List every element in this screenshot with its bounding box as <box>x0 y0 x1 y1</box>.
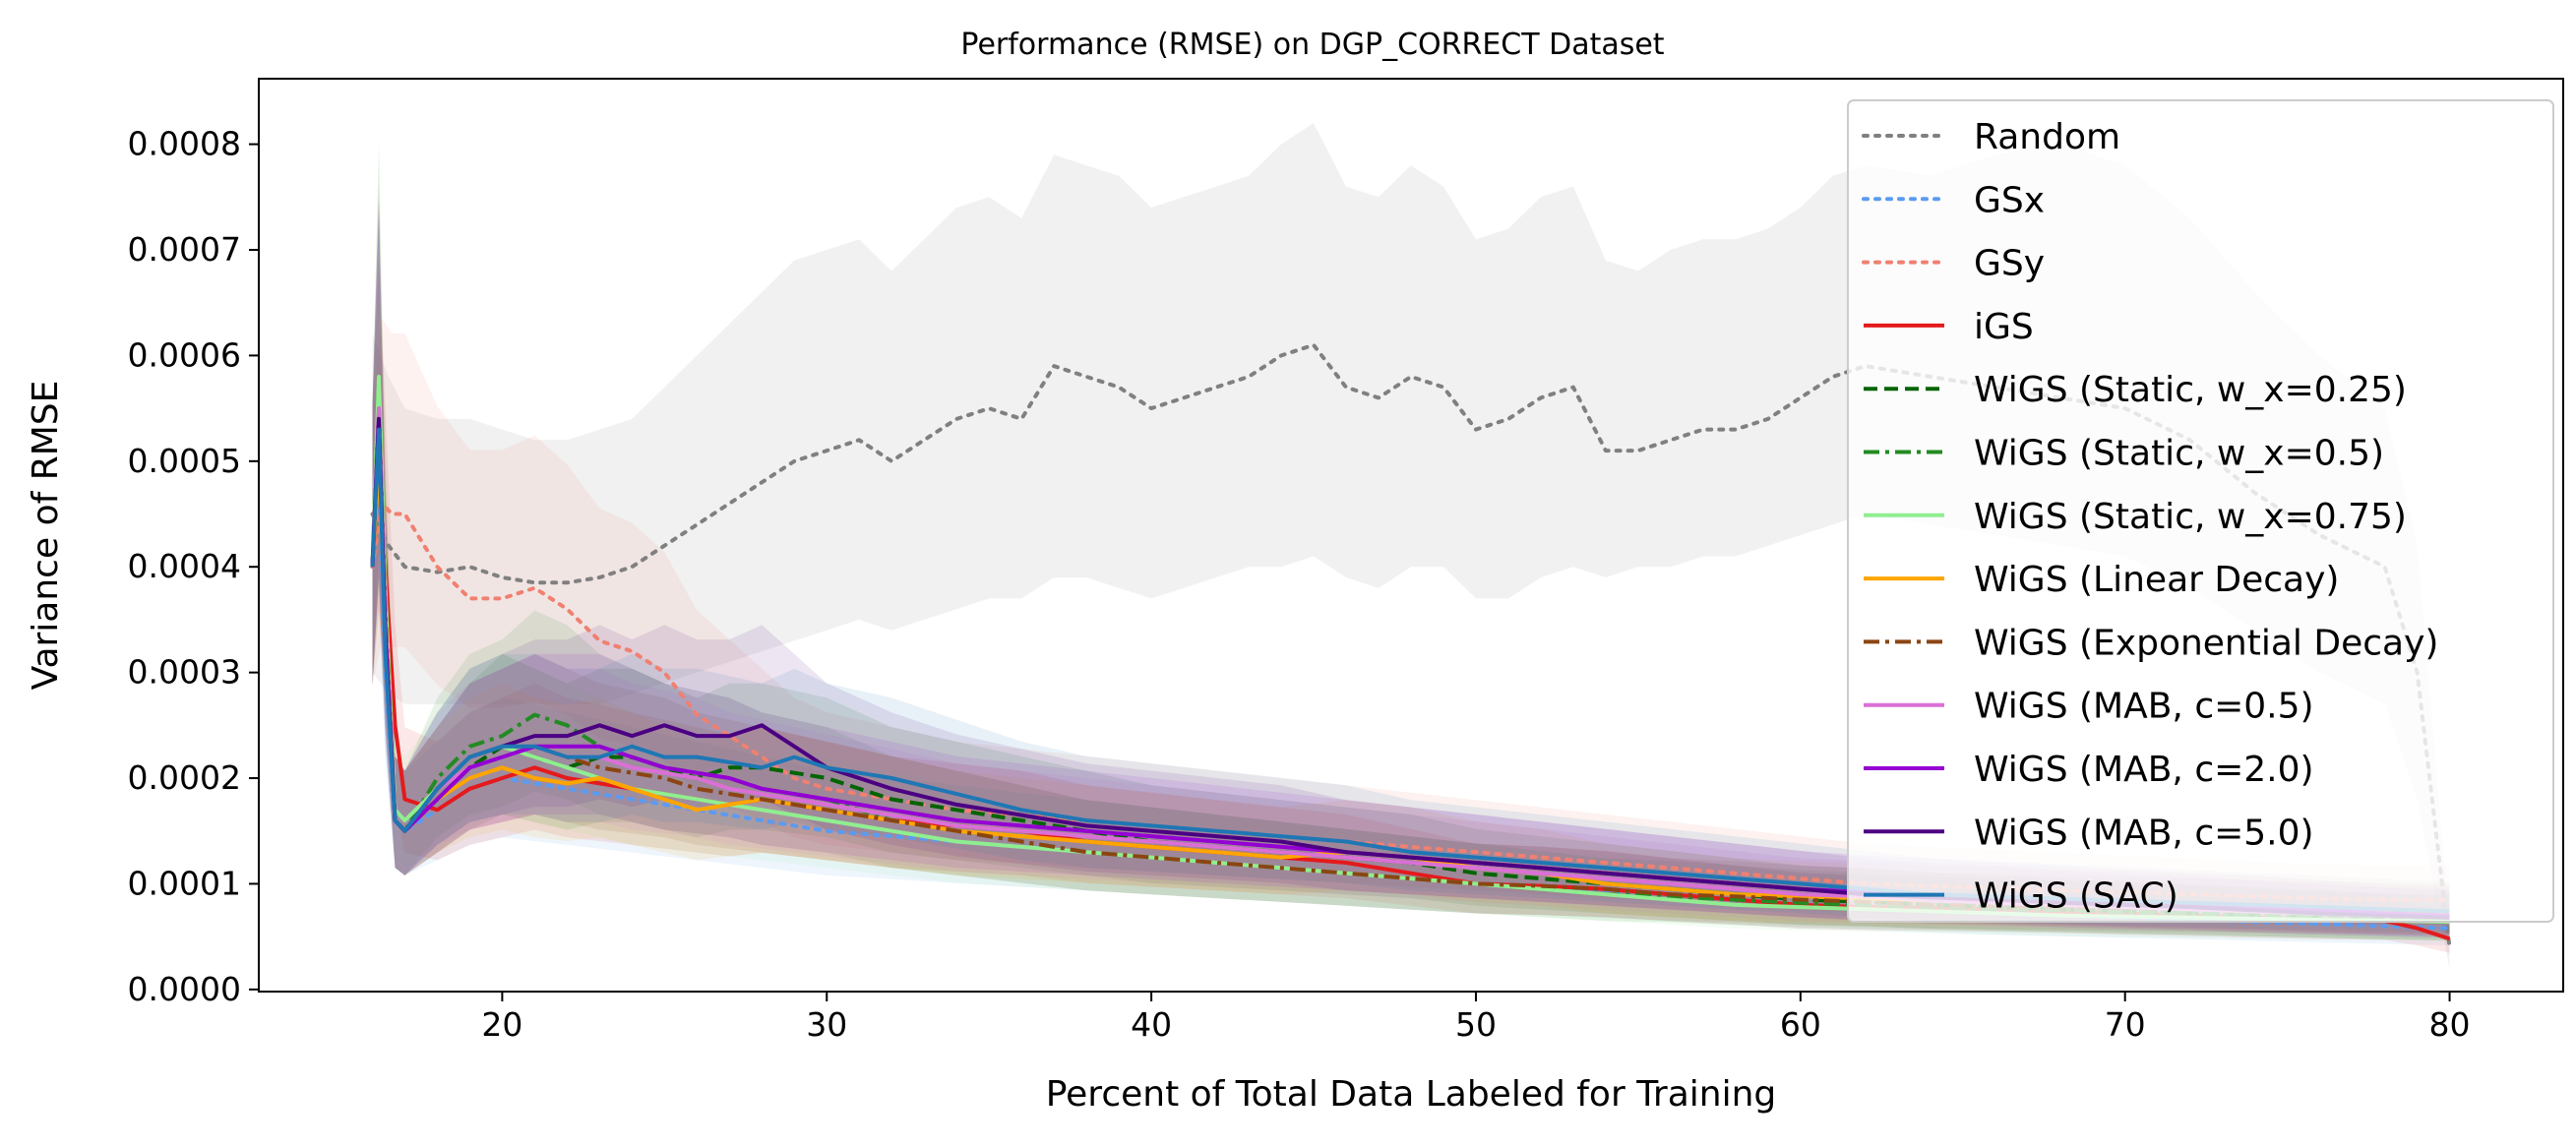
series-random <box>370 342 2452 949</box>
x-tick-label: 20 <box>481 1005 522 1044</box>
x-axis-ticks: 20 30 40 50 60 70 80 <box>481 992 2471 1044</box>
y-tick-label: 0.0006 <box>128 335 241 374</box>
band-wigs-mab-c-5-0 <box>372 202 2450 938</box>
y-axis-ticks: 0.0000 0.0001 0.0002 0.0003 0.0004 0.0005 0.00… <box>128 125 259 1008</box>
x-tick-label: 50 <box>1455 1005 1497 1044</box>
band-gsy <box>372 319 2450 926</box>
band-wigs-linear-decay <box>372 260 2450 936</box>
band-wigs-mab-c-0-5 <box>372 187 2450 938</box>
legend-label: WiGS (Exponential Decay) <box>1974 623 2438 663</box>
legend-label: WiGS (MAB, c=0.5) <box>1974 687 2314 727</box>
legend-label: WiGS (Static, w_x=0.75) <box>1974 497 2407 537</box>
legend-label: WiGS (Static, w_x=0.25) <box>1974 370 2407 410</box>
y-tick-label: 0.0008 <box>128 125 241 163</box>
legend-label: WiGS (Linear Decay) <box>1974 560 2339 600</box>
y-tick-label: 0.0007 <box>128 230 241 269</box>
y-axis-label: Variance of RMSE <box>26 381 66 691</box>
plot-frame <box>258 78 2564 993</box>
x-tick-label: 70 <box>2105 1005 2146 1044</box>
y-tick-label: 0.0004 <box>128 547 241 585</box>
y-tick-label: 0.0003 <box>128 653 241 692</box>
legend-label: iGS <box>1974 307 2034 347</box>
x-tick-label: 80 <box>2429 1005 2471 1044</box>
band-wigs-static-w-x-0-25 <box>372 202 2450 941</box>
chart-title: Performance (RMSE) on DGP_CORRECT Datase… <box>960 28 1664 62</box>
band-wigs-sac <box>372 216 2450 934</box>
legend: Random GSx GSy iGS WiGS (Static, w_x=0.25) Wi… <box>1847 99 2554 923</box>
legend-label: GSy <box>1974 244 2045 284</box>
x-tick-label: 30 <box>806 1005 847 1044</box>
band-wigs-mab-c-2-0 <box>372 202 2450 936</box>
y-tick-label: 0.0005 <box>128 442 241 480</box>
x-axis-label: Percent of Total Data Labeled for Traini… <box>1046 1074 1777 1115</box>
y-tick-label: 0.0000 <box>128 970 241 1008</box>
legend-label: WiGS (MAB, c=2.0) <box>1974 750 2314 790</box>
legend-label: WiGS (Static, w_x=0.5) <box>1974 434 2384 474</box>
x-tick-label: 60 <box>1780 1005 1821 1044</box>
legend-label: GSx <box>1974 180 2045 220</box>
y-tick-label: 0.0002 <box>128 758 241 797</box>
legend-label: Random <box>1974 117 2120 157</box>
y-tick-label: 0.0001 <box>128 864 241 902</box>
x-tick-label: 40 <box>1131 1005 1172 1044</box>
legend-label: WiGS (SAC) <box>1974 876 2178 917</box>
legend-box <box>1847 99 2554 923</box>
legend-label: WiGS (MAB, c=5.0) <box>1974 813 2314 853</box>
